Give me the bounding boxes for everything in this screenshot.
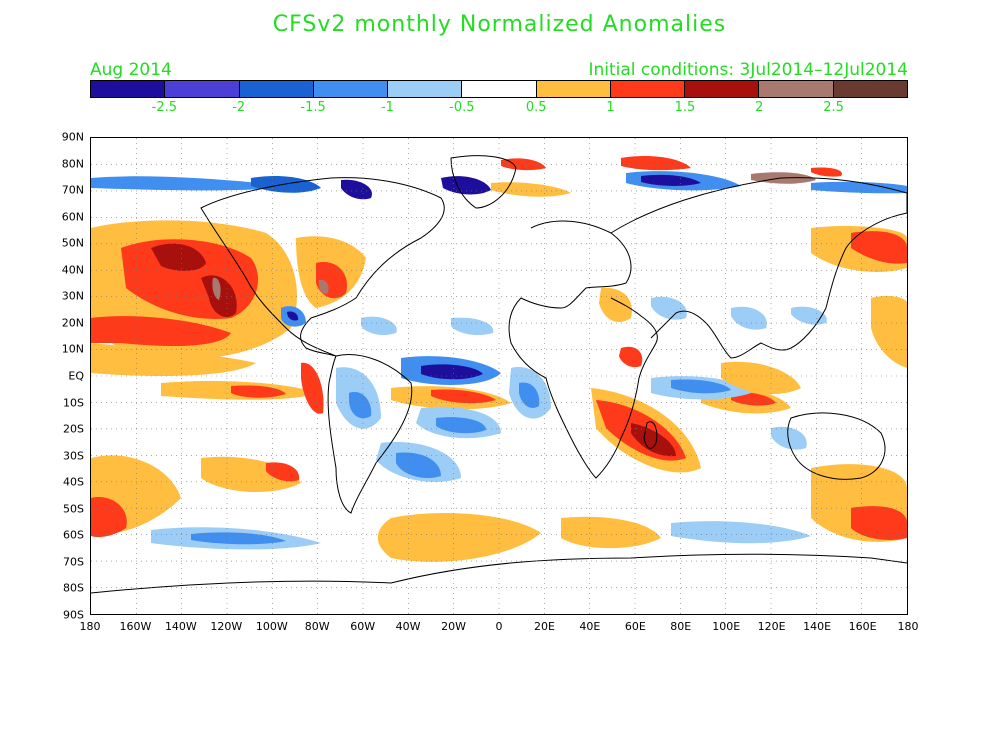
colorbar-tick-label: 2.5 — [823, 100, 844, 115]
latitude-label: 90N — [61, 130, 84, 144]
longitude-label: 160W — [119, 620, 152, 633]
colorbar-labels: -2.5 -2 -1.5 -1 -0.5 0.5 1 1.5 2 2.5 — [90, 100, 908, 116]
colorbar-tick-label: 2 — [755, 100, 764, 115]
colorbar-swatch — [388, 81, 463, 97]
forecast-month: Aug 2014 — [90, 60, 172, 80]
initial-conditions: Initial conditions: 3Jul2014–12Jul2014 — [588, 60, 908, 80]
latitude-label: 50S — [63, 502, 84, 516]
latitude-label: 70S — [63, 555, 84, 569]
longitude-label: 40E — [579, 620, 601, 633]
colorbar-tick-label: 0.5 — [525, 100, 547, 115]
latitude-label: 10S — [63, 396, 84, 410]
latitude-label: 70N — [61, 183, 84, 197]
anomaly-map — [91, 138, 907, 614]
longitude-label: 180 — [79, 620, 101, 633]
anomaly-fields — [91, 156, 907, 562]
colorbar-swatch — [610, 81, 686, 97]
longitude-label: 20W — [441, 620, 466, 633]
longitude-label: 40W — [395, 620, 421, 633]
longitude-label: 60E — [624, 620, 646, 633]
latitude-label: 60N — [61, 210, 84, 224]
colorbar-tick-label: -0.5 — [449, 100, 475, 115]
longitude-label: 0 — [495, 620, 503, 633]
colorbar-swatch — [239, 81, 314, 97]
latitude-label: 30N — [61, 289, 84, 303]
longitude-label: 180 — [897, 620, 919, 633]
colorbar-swatch — [462, 81, 537, 97]
latitude-label: 40S — [63, 475, 84, 489]
latitude-label: 60S — [63, 528, 84, 542]
longitude-label: 120W — [210, 620, 243, 633]
colorbar-tick-label: -1 — [380, 100, 394, 115]
longitude-label: 120E — [757, 620, 786, 633]
latitude-label: 10N — [61, 342, 84, 356]
latitude-label: 40N — [61, 263, 84, 277]
latitude-label: 80S — [63, 581, 84, 595]
latitude-label: 90S — [63, 608, 84, 622]
coastlines — [91, 155, 907, 594]
longitude-label: 80E — [670, 620, 692, 633]
map-title: CFSv2 monthly Normalized Anomalies — [272, 12, 727, 37]
colorbar-tick-label: -2 — [232, 100, 246, 115]
lat-lon-grid — [91, 138, 907, 614]
colorbar-swatch — [91, 81, 166, 97]
longitude-label: 60W — [350, 620, 376, 633]
latitude-label: 20N — [61, 316, 84, 330]
colorbar-swatch — [165, 81, 240, 97]
longitude-label: 80W — [304, 620, 330, 633]
colorbar-swatch — [833, 81, 907, 97]
colorbar-swatch — [313, 81, 389, 97]
colorbar-swatch — [536, 81, 611, 97]
colorbar-tick-label: 1.5 — [674, 100, 696, 115]
colorbar-swatch — [759, 81, 834, 97]
latitude-label: 50N — [61, 236, 84, 250]
longitude-label: 140W — [164, 620, 197, 633]
latitude-label: 80N — [61, 157, 84, 171]
longitude-label: 100E — [712, 620, 741, 633]
colorbar — [90, 80, 908, 98]
latitude-label: EQ — [68, 369, 84, 383]
latitude-label: 30S — [63, 449, 84, 463]
colorbar-tick-label: 1 — [606, 100, 615, 115]
colorbar-tick-label: -2.5 — [151, 100, 178, 115]
latitude-label: 20S — [63, 422, 84, 436]
longitude-label: 100W — [255, 620, 288, 633]
colorbar-swatch — [685, 81, 760, 97]
map-frame — [90, 137, 908, 615]
longitude-label: 140E — [803, 620, 832, 633]
colorbar-tick-label: -1.5 — [300, 100, 326, 115]
longitude-label: 20E — [533, 620, 555, 633]
longitude-label: 160E — [848, 620, 877, 633]
